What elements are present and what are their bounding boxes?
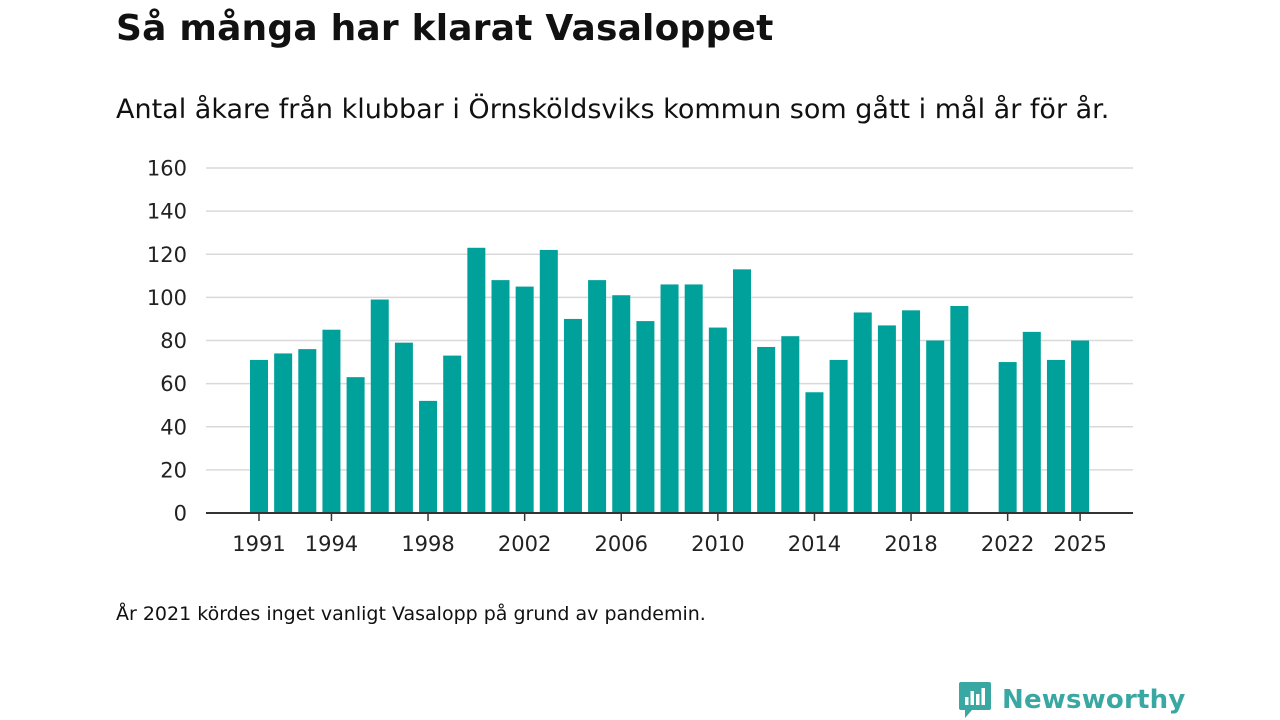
bar-2003: [539, 249, 558, 513]
bar-2019: [926, 340, 945, 513]
chart-title: Så många har klarat Vasaloppet: [116, 8, 774, 49]
bar-1995: [346, 377, 365, 513]
x-tick-label-1991: 1991: [232, 532, 285, 556]
y-tick-label-60: 60: [160, 372, 187, 396]
bar-2013: [781, 336, 800, 513]
bar-2011: [733, 269, 751, 513]
footnote: År 2021 kördes inget vanligt Vasalopp på…: [116, 603, 706, 625]
bar-1998: [419, 400, 438, 513]
bar-2000: [467, 247, 486, 513]
newsworthy-logo: Newsworthy: [958, 680, 1185, 720]
y-tick-label-40: 40: [160, 415, 187, 439]
x-tick-label-2002: 2002: [498, 532, 551, 556]
y-tick-label-160: 160: [147, 157, 187, 181]
x-tick-label-2022: 2022: [981, 532, 1034, 556]
bar-2012: [757, 346, 776, 513]
bars: [250, 247, 1090, 513]
bar-1996: [370, 299, 389, 513]
y-tick-label-20: 20: [160, 458, 187, 482]
bar-2016: [853, 312, 872, 513]
bar-2022: [998, 362, 1017, 513]
bar-2018: [902, 310, 921, 513]
bar-2020: [950, 306, 969, 513]
bar-2007: [636, 321, 655, 513]
axes: 0 20 40 60 80 100 120 140 160 1991 1994 1998 2002 200…: [147, 157, 1133, 556]
bar-2015: [829, 359, 848, 513]
x-tick-label-2025: 2025: [1053, 532, 1106, 556]
y-tick-label-140: 140: [147, 200, 187, 224]
bar-2024: [1046, 359, 1065, 513]
x-tick-label-1994: 1994: [305, 532, 358, 556]
x-tick-label-2014: 2014: [788, 532, 841, 556]
bar-1993: [298, 349, 317, 513]
x-tick-label-1998: 1998: [401, 532, 454, 556]
bar-2006: [612, 295, 631, 513]
bar-2023: [1022, 331, 1041, 513]
newsworthy-logo-text: Newsworthy: [1002, 685, 1186, 715]
bar-2014: [805, 392, 824, 513]
bar-1997: [394, 342, 413, 513]
chart-subtitle: Antal åkare från klubbar i Örnsköldsviks…: [116, 94, 1110, 125]
y-tick-label-120: 120: [147, 243, 187, 267]
bar-2001: [491, 280, 510, 513]
x-tick-label-2010: 2010: [691, 532, 744, 556]
y-tick-label-80: 80: [160, 329, 187, 353]
bar-2009: [684, 284, 703, 513]
bar-2017: [877, 325, 896, 513]
bar-2008: [660, 284, 679, 513]
bar-2005: [588, 280, 607, 513]
bar-2002: [515, 286, 534, 513]
bar-2025: [1071, 340, 1090, 513]
bar-2010: [708, 327, 727, 513]
bar-2004: [563, 318, 582, 513]
y-tick-label-0: 0: [174, 502, 187, 526]
newsworthy-logo-icon: [959, 682, 991, 718]
x-tick-label-2018: 2018: [884, 532, 937, 556]
bar-1992: [274, 353, 293, 513]
bar-1994: [322, 329, 341, 513]
bar-1991: [250, 359, 268, 513]
x-tick-label-2006: 2006: [595, 532, 648, 556]
bar-1999: [443, 355, 462, 513]
bar-chart: 0 20 40 60 80 100 120 140 160 1991 1994 1998 2002 200…: [147, 157, 1133, 556]
y-tick-label-100: 100: [147, 286, 187, 310]
